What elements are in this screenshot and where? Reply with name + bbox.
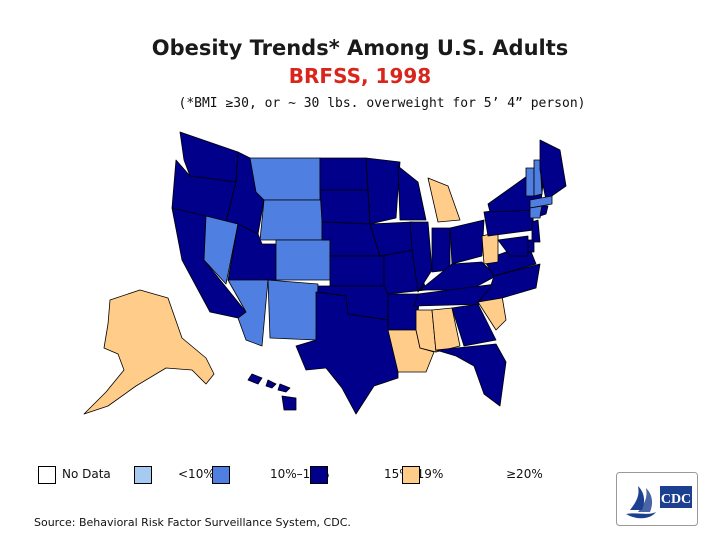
state-nc <box>477 263 541 303</box>
state-wy <box>259 199 323 241</box>
state-md <box>497 235 529 257</box>
legend-swatch-10-14 <box>212 466 230 484</box>
state-nm <box>267 279 319 341</box>
bmi-footnote: (*BMI ≥30, or ~ 30 lbs. overweight for 5… <box>178 96 586 111</box>
state-nj <box>531 219 541 243</box>
state-ma <box>529 195 553 209</box>
state-in <box>431 227 451 273</box>
map-subtitle: BRFSS, 1998 <box>288 64 432 88</box>
cdc-logo-text: CDC <box>661 492 691 507</box>
state-ak <box>83 289 215 415</box>
logo-frame <box>616 472 698 526</box>
state-ct <box>529 205 543 219</box>
state-mt <box>249 157 321 201</box>
legend-swatch-lt10 <box>134 466 152 484</box>
state-mi <box>427 177 461 223</box>
legend-label-gte20: ≥20% <box>506 467 543 481</box>
state-fl <box>435 343 507 407</box>
state-ga <box>451 303 497 347</box>
legend-label-no-data: No Data <box>62 467 111 481</box>
state-de <box>527 239 535 253</box>
state-tx <box>295 291 399 415</box>
state-hi <box>247 373 297 411</box>
state-nv <box>203 215 239 285</box>
legend-swatch-no-data <box>38 466 56 484</box>
state-vt <box>525 167 535 197</box>
state-ar <box>387 293 421 331</box>
state-ks <box>329 255 385 287</box>
legend-swatch-gte20 <box>402 466 420 484</box>
map-title: Obesity Trends* Among U.S. Adults <box>151 36 569 60</box>
state-mn <box>365 157 401 225</box>
state-ri <box>539 205 549 217</box>
hhs-eagle-icon <box>626 486 656 519</box>
cdc-hhs-logo: CDC <box>616 472 698 526</box>
state-wi <box>397 165 427 221</box>
state-co <box>275 239 331 281</box>
state-me <box>539 139 567 201</box>
legend-swatch-15-19 <box>310 466 328 484</box>
state-nd <box>319 157 369 191</box>
state-wv <box>481 231 499 265</box>
legend-label-lt10: <10% <box>178 467 215 481</box>
state-sd <box>319 189 371 225</box>
state-oh <box>449 219 485 265</box>
source-citation: Source: Behavioral Risk Factor Surveilla… <box>34 516 351 529</box>
state-il <box>409 221 433 293</box>
state-al <box>431 307 461 353</box>
cdc-badge <box>660 486 692 508</box>
state-ms <box>415 309 437 353</box>
